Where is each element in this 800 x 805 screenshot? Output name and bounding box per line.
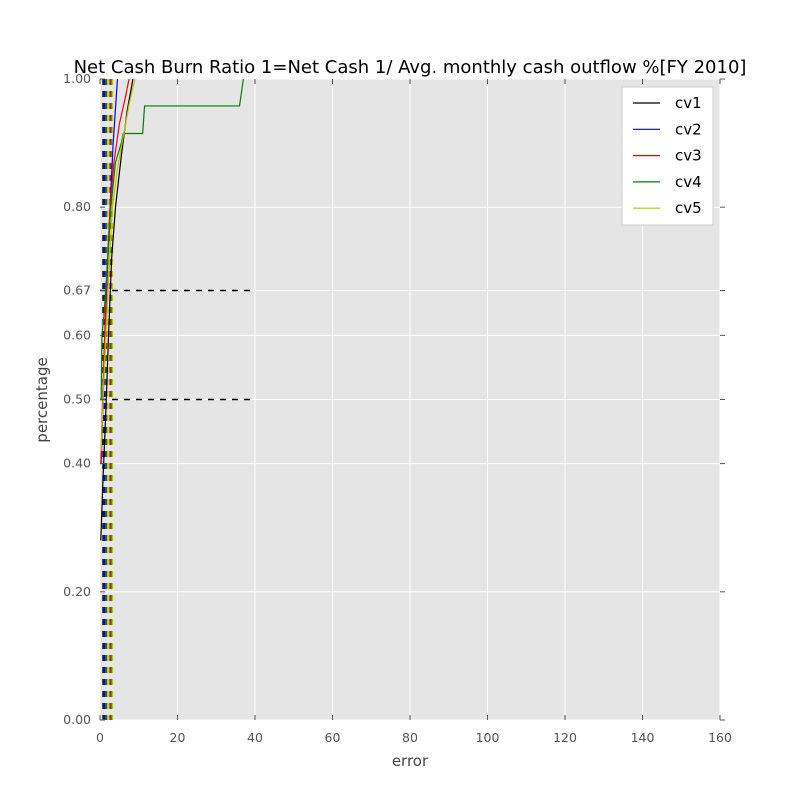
series-line-cv3 [100,79,130,464]
x-tick-label: 60 [325,730,341,745]
series-line-cv4 [100,79,244,400]
tick-labels: 0 20 40 60 80 100 120 140 160 0.00 0.20 0.40 0.50 0.6… [63,71,732,745]
legend-label-cv2: cv2 [675,120,702,138]
legend: cv1 cv2 cv3 cv4 cv5 [621,86,714,226]
legend-label-cv1: cv1 [675,94,702,112]
x-tick-label: 140 [631,730,655,745]
y-axis-label: percentage [33,357,51,442]
x-tick-label: 40 [247,730,263,745]
x-axis-label: error [392,752,429,770]
reference-lines [100,79,255,720]
x-tick-label: 80 [402,730,418,745]
y-tick-label: 1.00 [63,71,91,86]
chart-title: Net Cash Burn Ratio 1=Net Cash 1/ Avg. m… [74,57,747,78]
y-tick-label: 0.40 [63,456,91,471]
x-tick-label: 20 [170,730,186,745]
series-layer [100,79,244,541]
series-line-cv5 [100,79,136,451]
legend-label-cv4: cv4 [675,173,702,191]
y-tick-label: 0.67 [63,283,91,298]
y-tick-label: 0.80 [63,199,91,214]
y-tick-label: 0.20 [63,584,91,599]
y-tick-label: 0.60 [63,327,91,342]
x-tick-label: 160 [708,730,732,745]
tick-layer [99,78,725,721]
x-tick-label: 0 [96,730,104,745]
legend-label-cv3: cv3 [675,147,702,165]
y-tick-label: 0.00 [63,712,91,727]
y-tick-label: 0.50 [63,392,91,407]
x-tick-label: 100 [476,730,500,745]
x-tick-label: 120 [553,730,577,745]
legend-label-cv5: cv5 [675,199,702,217]
